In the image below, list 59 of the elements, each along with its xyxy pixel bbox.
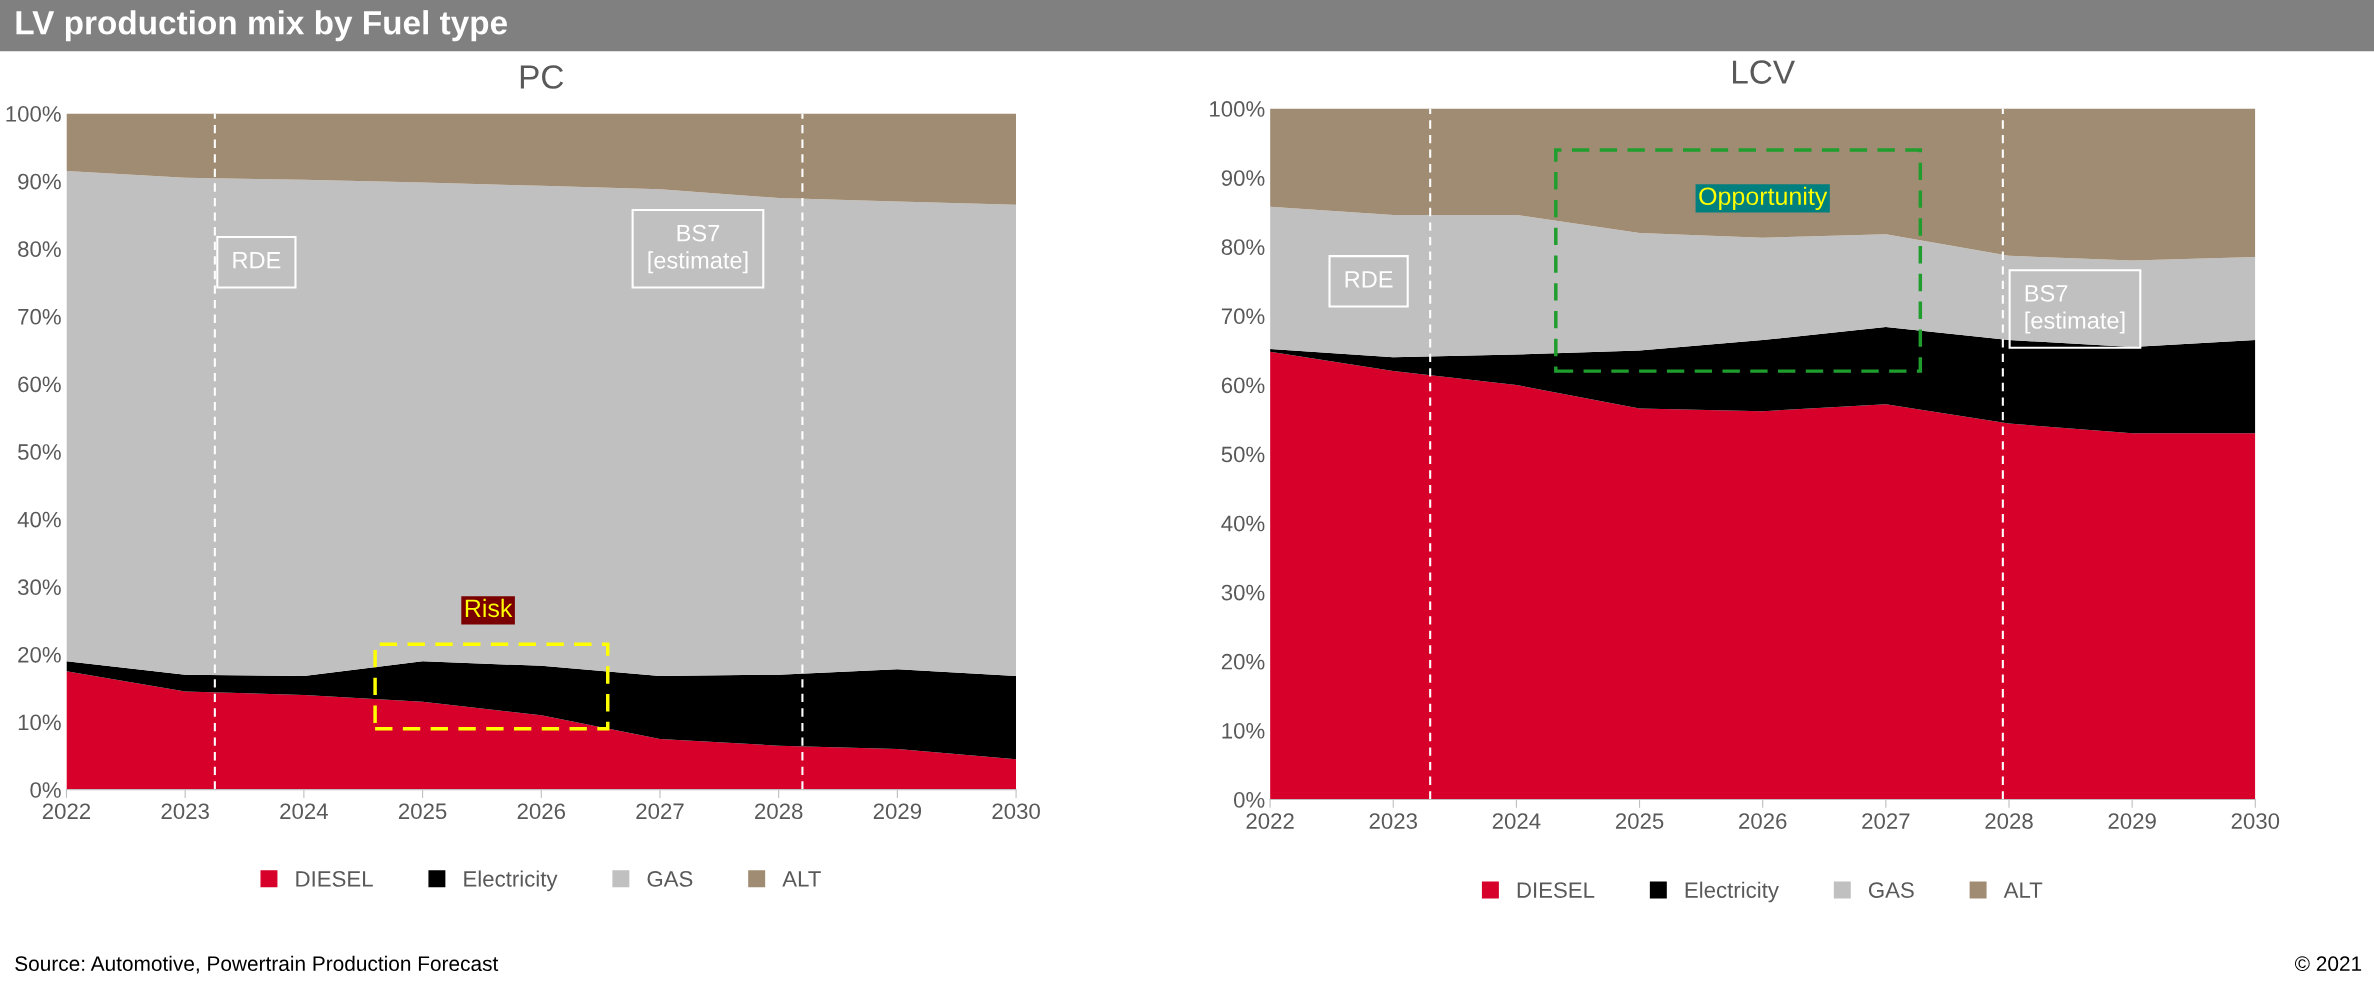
text: © 2021 [2294, 956, 2362, 972]
y-tick-label: 70% [1221, 308, 1265, 325]
ref-line-label: RDE [1345, 271, 1393, 288]
x-tick-label: 2022 [42, 803, 91, 820]
y-tick-label: 0% [1233, 792, 1265, 808]
x-tick-label: 2022 [1246, 813, 1294, 829]
y-tick-label: 90% [18, 173, 61, 190]
x-tick-label: 2029 [2108, 813, 2156, 829]
x-tick-label: 2023 [1369, 813, 1417, 829]
y-tick-label: 20% [1221, 653, 1265, 670]
x-tick-label: 2028 [755, 803, 803, 820]
legend-label: DIESEL [1517, 882, 1595, 898]
x-tick-label: 2029 [873, 803, 922, 820]
ref-line-label: BS7 [estimate] [648, 224, 748, 274]
text: LV production mix by Fuel type [16, 10, 507, 42]
chart-title: PC [520, 65, 564, 89]
legend-label: ALT [782, 871, 821, 887]
annotation: Opportunity [1699, 186, 1828, 211]
ref-line-label: BS7 [estimate] [2025, 284, 2125, 334]
x-tick-label: 2026 [1739, 813, 1787, 829]
y-tick-label: 60% [18, 376, 61, 393]
x-tick-label: 2030 [992, 803, 1040, 820]
x-tick-label: 2028 [1985, 813, 2033, 829]
x-tick-label: 2027 [636, 803, 684, 820]
legend-label: Electricity [1685, 881, 1779, 903]
y-tick-label: 50% [18, 444, 61, 460]
chart-title: LCV [1733, 60, 1795, 84]
legend-label: GAS [1868, 882, 1914, 898]
y-tick-label: 20% [18, 646, 61, 663]
x-tick-label: 2024 [1492, 813, 1541, 829]
x-tick-label: 2025 [1615, 813, 1664, 829]
y-tick-label: 80% [18, 241, 61, 257]
y-tick-label: 60% [1221, 377, 1265, 394]
legend-label: DIESEL [296, 871, 373, 887]
y-tick-label: 30% [1221, 584, 1265, 601]
y-tick-label: 40% [1221, 515, 1265, 532]
source-note: Source: Automotive, Powertrain Production Forecast [15, 955, 499, 974]
x-tick-label: 2026 [517, 803, 566, 820]
ref-line-label: RDE [233, 252, 281, 269]
x-tick-label: 2025 [398, 803, 447, 820]
y-tick-label: 100% [1210, 101, 1265, 117]
legend-label: Electricity [464, 870, 558, 892]
y-tick-label: 10% [1222, 722, 1265, 739]
legend-label: GAS [647, 871, 693, 887]
y-tick-label: 40% [17, 511, 61, 528]
y-tick-label: 10% [18, 714, 61, 731]
y-tick-label: 50% [1221, 446, 1265, 463]
x-tick-label: 2024 [280, 803, 328, 820]
x-tick-label: 2027 [1862, 813, 1910, 829]
legend-label: ALT [2003, 882, 2043, 898]
y-tick-label: 0% [30, 782, 61, 798]
y-tick-label: 100% [6, 106, 61, 122]
y-tick-label: 70% [18, 308, 61, 325]
y-tick-label: 80% [1221, 239, 1265, 256]
x-tick-label: 2030 [2231, 813, 2280, 829]
x-tick-label: 2023 [161, 803, 209, 820]
annotation: Risk [465, 598, 513, 618]
y-tick-label: 30% [17, 579, 61, 596]
y-tick-label: 90% [1221, 170, 1265, 186]
